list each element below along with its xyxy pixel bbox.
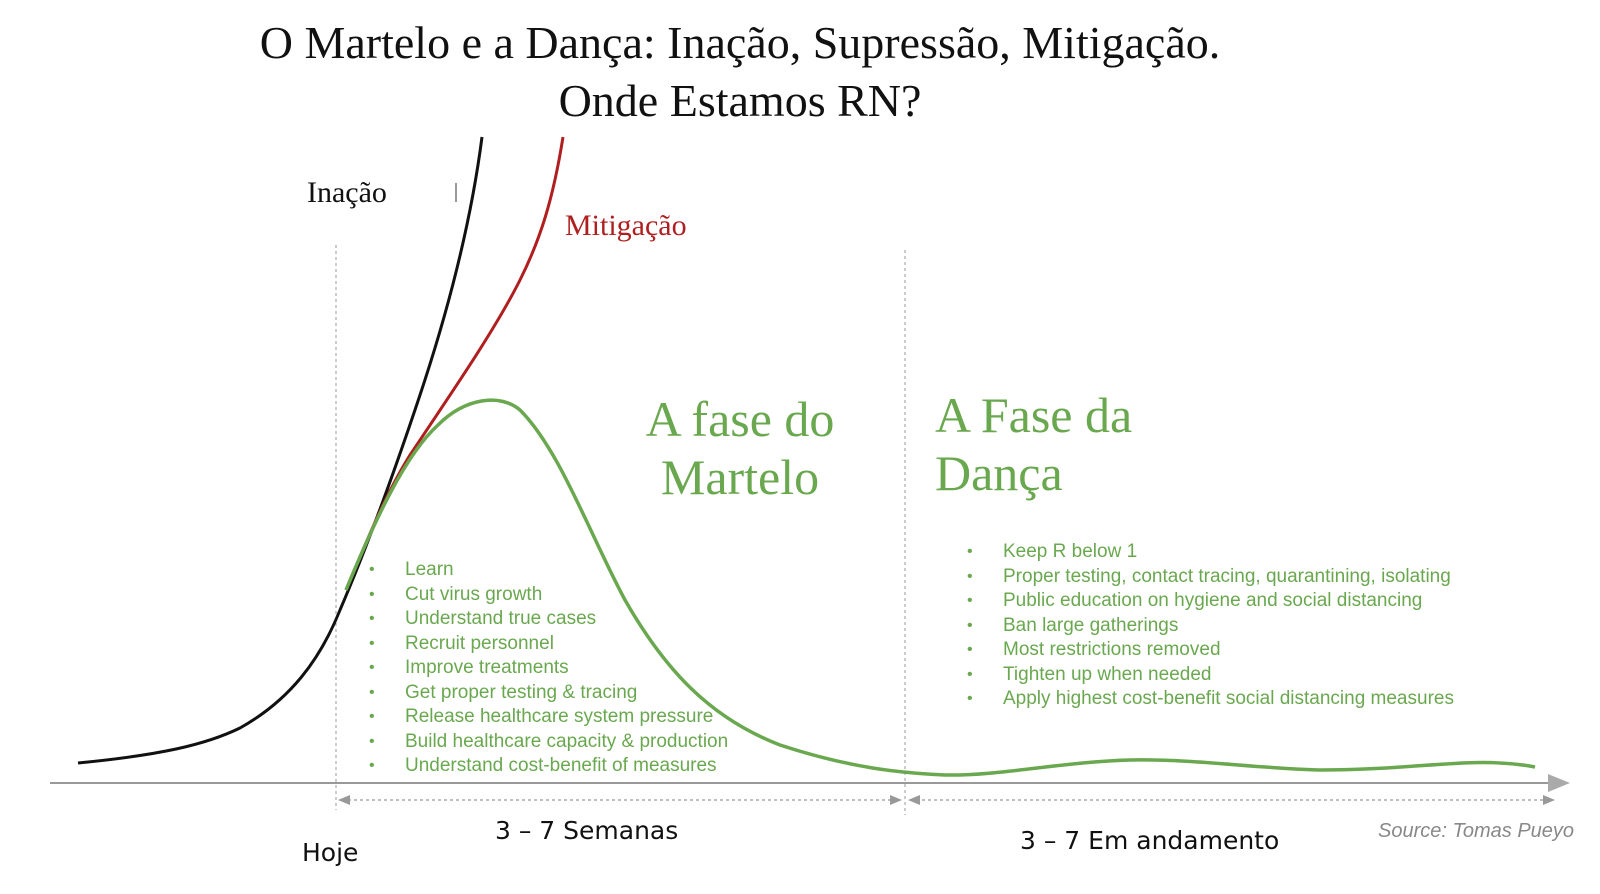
hammer-bracket-left-arrow (338, 795, 350, 805)
dance-duration-label: 3 – 7 Em andamento (1020, 826, 1280, 855)
dance-bracket-left-arrow (908, 795, 920, 805)
list-item: Cut virus growth (365, 583, 728, 608)
hammer-bracket-right-arrow (890, 795, 902, 805)
inaction-curve-label: Inação (307, 176, 387, 209)
list-item: Recruit personnel (365, 632, 728, 657)
dance-phase-title-line-1: A Fase da (935, 387, 1133, 443)
title-line-1: O Martelo e a Dança: Inação, Supressão, … (259, 17, 1221, 68)
today-label: Hoje (302, 838, 359, 867)
hammer-duration-label: 3 – 7 Semanas (495, 816, 679, 845)
list-item: Understand cost-benefit of measures (365, 754, 728, 779)
list-item: Public education on hygiene and social d… (963, 589, 1454, 614)
dance-phase-title-line-2: Dança (935, 445, 1063, 501)
hammer-phase-title-line-2: Martelo (660, 449, 820, 505)
list-item: Learn (365, 558, 728, 583)
hammer-phase-title-line-1: A fase do (645, 391, 835, 447)
list-item: Most restrictions removed (963, 638, 1454, 663)
list-item: Improve treatments (365, 656, 728, 681)
hammer-phase-list: Learn Cut virus growth Understand true c… (365, 558, 728, 779)
list-item: Get proper testing & tracing (365, 681, 728, 706)
list-item: Build healthcare capacity & production (365, 730, 728, 755)
list-item: Apply highest cost-benefit social distan… (963, 687, 1454, 712)
title-line-2: Onde Estamos RN? (558, 75, 922, 126)
source-credit: Source: Tomas Pueyo (1378, 820, 1575, 842)
dance-phase-title: A Fase da Dança (935, 386, 1132, 502)
list-item: Understand true cases (365, 607, 728, 632)
dance-bracket-right-arrow (1543, 795, 1555, 805)
hammer-phase-title: A fase do Martelo (640, 390, 840, 506)
suppression-curve (344, 398, 1536, 777)
list-item: Tighten up when needed (963, 663, 1454, 688)
list-item: Ban large gatherings (963, 614, 1454, 639)
time-axis-arrowhead (1548, 774, 1570, 792)
mitigation-curve-label: Mitigação (565, 209, 687, 242)
list-item: Proper testing, contact tracing, quarant… (963, 565, 1454, 590)
list-item: Keep R below 1 (963, 540, 1454, 565)
inaction-curve (77, 136, 484, 765)
dance-phase-list: Keep R below 1 Proper testing, contact t… (963, 540, 1454, 712)
list-item: Release healthcare system pressure (365, 705, 728, 730)
